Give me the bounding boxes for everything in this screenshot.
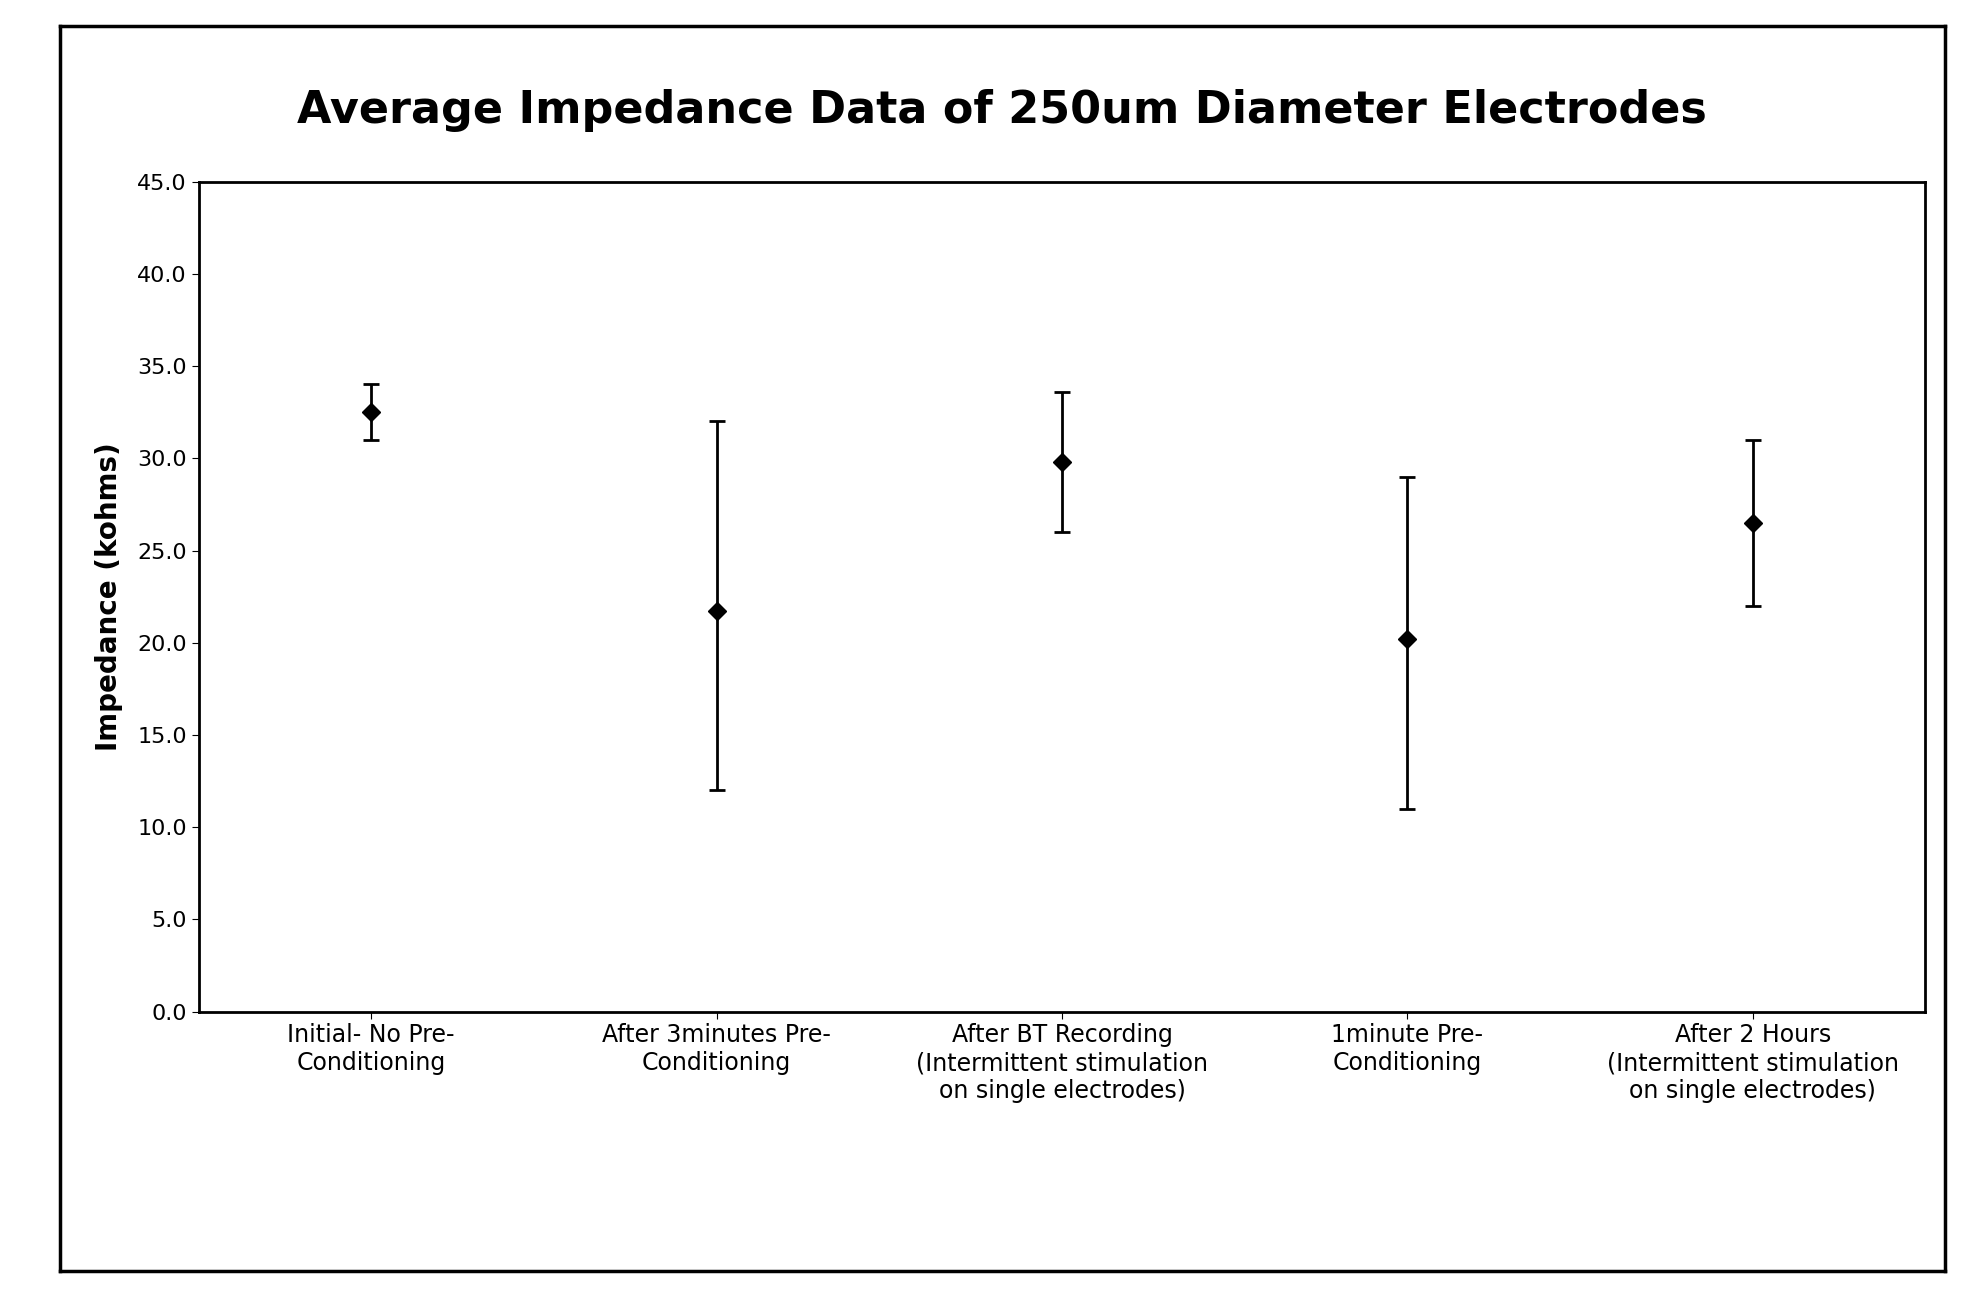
Y-axis label: Impedance (kohms): Impedance (kohms) (95, 442, 123, 751)
Text: Average Impedance Data of 250um Diameter Electrodes: Average Impedance Data of 250um Diameter… (298, 88, 1707, 132)
